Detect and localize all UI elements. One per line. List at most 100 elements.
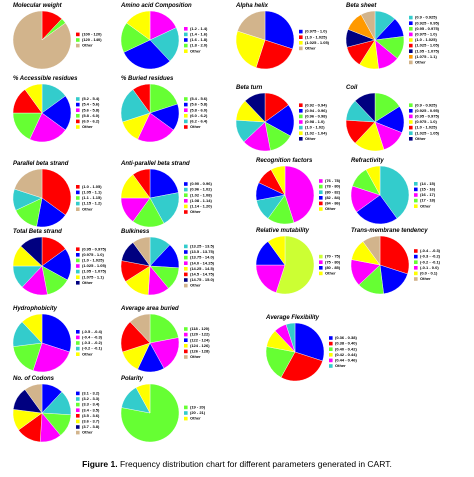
legend-label: (-0.3 - -0.2): [420, 254, 441, 259]
legend-label: Other: [82, 124, 93, 129]
chart-title: % Accessible residues: [13, 76, 78, 82]
legend-swatch: [409, 60, 413, 65]
legend-label: (1.08 - 1.14): [190, 198, 212, 203]
legend-swatch: [409, 21, 413, 25]
legend-label: (0.925 - 0.95): [415, 20, 440, 25]
legend-swatch: [184, 332, 188, 337]
legend-label: (1.025 - 1.05): [305, 40, 330, 45]
chart-title: Beta sheet: [346, 3, 377, 9]
legend-swatch: [409, 55, 413, 59]
legend-swatch: [184, 119, 188, 124]
legend-label: (0.95 - 0.975): [415, 113, 440, 118]
pie-slice: [24, 383, 43, 414]
pie-slice: [360, 10, 376, 41]
legend-swatch: [184, 43, 188, 48]
legend-swatch: [76, 430, 80, 435]
legend-swatch: [76, 201, 80, 206]
legend-label: (0.42 - 0.44): [335, 352, 357, 357]
legend-swatch: [76, 119, 80, 124]
chart-title: Average Flexibility: [265, 315, 320, 321]
legend-swatch: [299, 109, 303, 113]
pie-slice: [354, 92, 376, 123]
legend-label: (1.0 - 1.02): [305, 125, 325, 130]
legend-swatch: [414, 271, 418, 276]
legend-swatch: [184, 272, 188, 277]
legend-swatch: [76, 346, 80, 351]
legend-label: Other: [82, 430, 93, 435]
pie-slice: [264, 10, 295, 50]
legend-label: Other: [415, 59, 426, 64]
legend-swatch: [76, 38, 80, 42]
legend-swatch: [299, 103, 303, 107]
caption: Figure 1. Frequency distribution chart f…: [0, 459, 474, 469]
chart-title: Bulkiness: [121, 229, 150, 235]
legend-label: (5.6 - 5.8): [190, 102, 208, 107]
legend-label: Other: [82, 280, 93, 285]
legend-swatch: [76, 43, 80, 48]
legend-label: (14.0 - 14.25): [190, 260, 215, 265]
legend-label: Other: [190, 283, 201, 288]
chart-title: Anti-parallel beta strand: [120, 161, 190, 167]
legend-label: (1.05 - 1.075): [82, 269, 107, 274]
legend-swatch: [409, 125, 413, 130]
chart-title: Parallel beta strand: [13, 161, 69, 167]
pie-slice: [32, 342, 70, 373]
legend-label: Other: [82, 351, 93, 356]
legend-label: (3.5 - 3.6): [82, 413, 100, 418]
chart-title: Amino acid Composition: [120, 3, 192, 9]
legend-swatch: [184, 114, 188, 118]
legend-swatch: [184, 405, 188, 410]
pie-slice: [270, 165, 286, 196]
legend-swatch: [184, 102, 188, 107]
legend-label: (5.2 - 5.4): [82, 96, 100, 101]
legend-swatch: [184, 182, 188, 186]
legend-label: (118 - 120): [190, 326, 210, 331]
legend-swatch: [184, 355, 188, 359]
legend-label: (13.75 - 14.0): [190, 255, 215, 260]
chart-title: Total Beta strand: [13, 229, 62, 235]
pie-slice: [237, 10, 266, 41]
legend-swatch: [184, 244, 188, 249]
legend-swatch: [76, 352, 80, 356]
legend-swatch: [329, 341, 333, 346]
legend-swatch: [184, 32, 188, 37]
legend-swatch: [76, 408, 80, 412]
legend-swatch: [414, 266, 418, 270]
pie-slice: [41, 313, 72, 353]
pie-slice: [41, 95, 72, 131]
pie-slice: [285, 322, 296, 353]
legend-swatch: [414, 204, 418, 208]
legend-swatch: [299, 125, 303, 130]
legend-swatch: [184, 250, 188, 254]
pie-slice: [265, 346, 296, 378]
legend-swatch: [414, 249, 418, 253]
legend-label: (17 - 18): [420, 198, 436, 203]
pie-slice: [294, 322, 325, 362]
pie-slice: [365, 165, 381, 196]
legend-label: (75 - 80): [325, 259, 341, 264]
legend-swatch: [76, 419, 80, 424]
legend-swatch: [409, 27, 413, 31]
legend-swatch: [319, 184, 323, 189]
legend-swatch: [76, 207, 80, 211]
legend-label: (82 - 84): [325, 195, 341, 200]
legend-swatch: [76, 269, 80, 274]
pie-slice: [132, 236, 151, 267]
chart-title: Molecular weight: [13, 3, 63, 9]
chart-title: Alpha helix: [235, 3, 269, 9]
legend-swatch: [184, 204, 188, 209]
legend-label: (0.0 - 0.1): [420, 270, 438, 275]
legend-swatch: [414, 193, 418, 197]
legend-swatch: [299, 131, 303, 135]
legend-label: (16 - 17): [420, 192, 436, 197]
legend-swatch: [76, 114, 80, 118]
legend-label: (1.0 - 1.025): [82, 257, 104, 262]
legend-label: (3.4 - 3.5): [82, 407, 100, 412]
legend-swatch: [184, 327, 188, 331]
legend-label: (76 - 78): [325, 178, 341, 183]
chart-title: Trans-membrane tendency: [351, 228, 428, 234]
pie-slice: [149, 27, 180, 62]
legend-label: (1.2 - 1.4): [190, 26, 208, 31]
pie-slice: [149, 337, 180, 369]
